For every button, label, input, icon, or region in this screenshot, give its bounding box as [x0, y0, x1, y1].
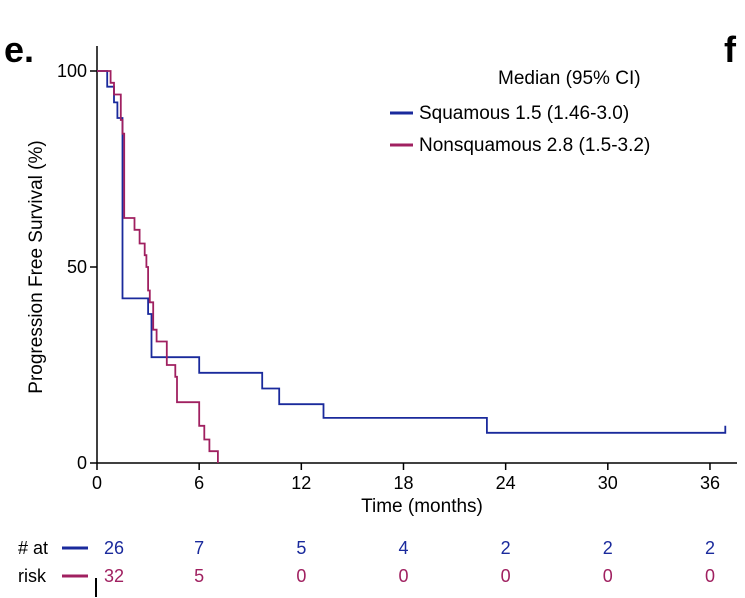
- risk-number-squamous: 2: [705, 538, 715, 558]
- y-ticks: 0 50 100: [57, 61, 97, 473]
- x-tick-label: 12: [291, 473, 311, 493]
- series-layer: [97, 70, 727, 463]
- legend-title: Median (95% CI): [498, 68, 641, 89]
- y-tick-label: 100: [57, 61, 87, 81]
- x-tick-label: 30: [598, 473, 618, 493]
- x-tick-label: 0: [92, 473, 102, 493]
- y-axis-title: Progression Free Survival (%): [26, 140, 47, 393]
- risk-number-squamous: 2: [501, 538, 511, 558]
- y-tick-label: 0: [77, 453, 87, 473]
- panel-label-e: e.: [4, 29, 34, 70]
- risk-number-nonsquamous: 32: [104, 566, 124, 586]
- axes: [96, 46, 737, 464]
- x-tick-label: 18: [393, 473, 413, 493]
- y-tick-label: 50: [67, 257, 87, 277]
- x-tick-label: 24: [496, 473, 516, 493]
- risk-number-nonsquamous: 0: [296, 566, 306, 586]
- x-tick-label: 36: [700, 473, 720, 493]
- x-ticks: 0 6 12 18 24 30 36: [92, 463, 720, 493]
- series-line-squamous: [97, 70, 727, 434]
- risk-table: # at risk 26 32 7 5 5 0 4 0 2 0 2 0 2 0: [18, 538, 715, 597]
- legend-entry-nonsquamous: Nonsquamous 2.8 (1.5-3.2): [419, 135, 650, 156]
- x-tick-label: 6: [194, 473, 204, 493]
- risk-number-nonsquamous: 0: [705, 566, 715, 586]
- risk-number-squamous: 4: [398, 538, 408, 558]
- risk-label-line1: # at: [18, 538, 48, 558]
- risk-number-squamous: 7: [194, 538, 204, 558]
- risk-number-squamous: 5: [296, 538, 306, 558]
- risk-number-squamous: 26: [104, 538, 124, 558]
- risk-number-squamous: 2: [603, 538, 613, 558]
- legend: Median (95% CI) Squamous 1.5 (1.46-3.0) …: [390, 68, 650, 156]
- panel-label-f: f: [724, 29, 737, 70]
- x-axis-title: Time (months): [361, 496, 483, 517]
- risk-number-nonsquamous: 0: [501, 566, 511, 586]
- series-line-nonsquamous: [97, 70, 219, 463]
- risk-label-line2: risk: [18, 566, 47, 586]
- risk-number-nonsquamous: 5: [194, 566, 204, 586]
- risk-numbers: 26 32 7 5 5 0 4 0 2 0 2 0 2 0: [104, 538, 715, 586]
- legend-entry-squamous: Squamous 1.5 (1.46-3.0): [419, 103, 629, 124]
- risk-number-nonsquamous: 0: [398, 566, 408, 586]
- risk-number-nonsquamous: 0: [603, 566, 613, 586]
